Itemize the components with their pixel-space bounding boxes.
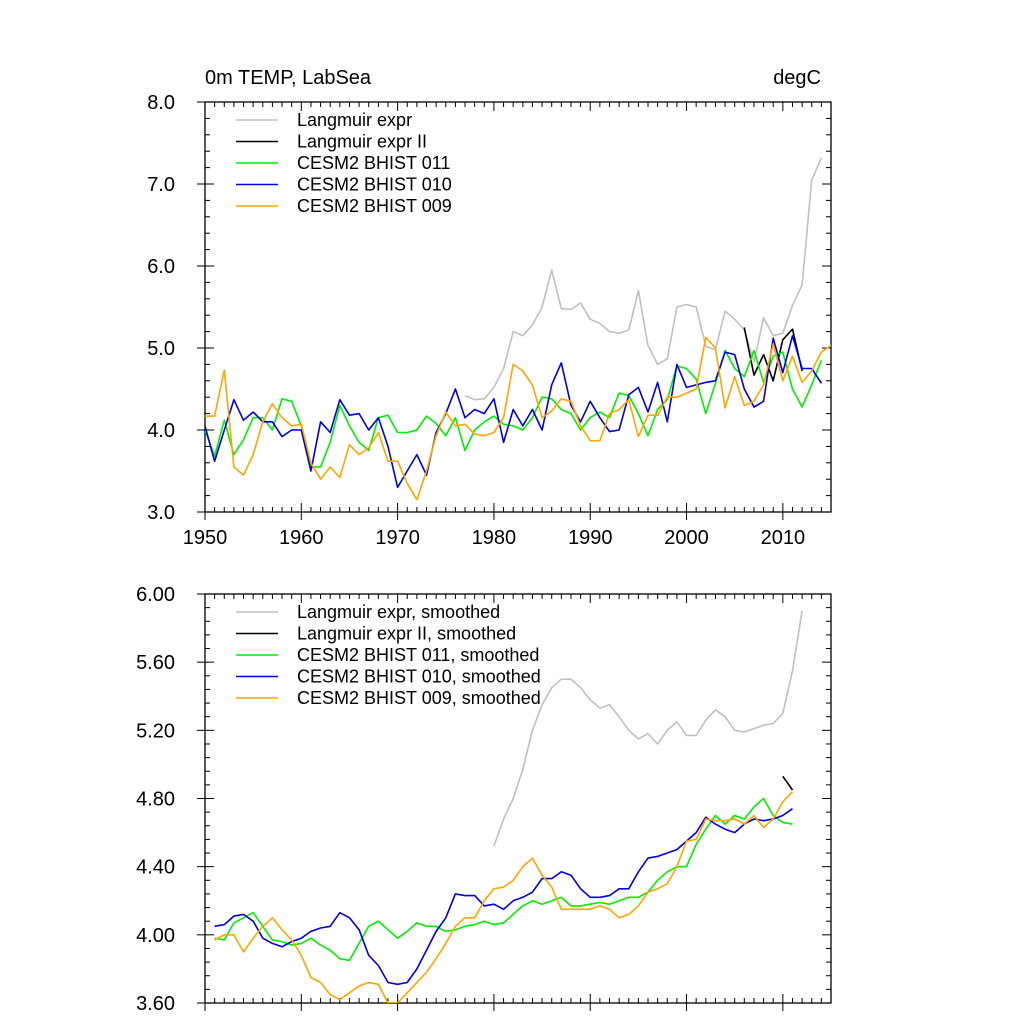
legend-label: CESM2 BHIST 011, smoothed <box>297 645 539 665</box>
bottom-panel: 3.60 4.00 4.40 4.80 5.20 5.60 6.00 Langmuir exp… <box>136 584 832 1015</box>
y-tick-label: 5.0 <box>147 338 175 360</box>
y-tick-label: 4.00 <box>136 925 175 947</box>
legend-label: Langmuir expr, smoothed <box>297 602 500 622</box>
legend-label: CESM2 BHIST 009 <box>297 196 452 216</box>
y-tick-label: 4.80 <box>136 789 175 811</box>
legend-label: CESM2 BHIST 010, smoothed <box>297 667 541 687</box>
top-panel: 1950 1960 1970 1980 1990 2000 2010 3.0 4.0 5.0 6.0… <box>147 92 832 549</box>
y-tick-label: 4.0 <box>147 420 175 442</box>
y-tick-label: 6.0 <box>147 256 175 278</box>
top-series-group <box>205 157 831 501</box>
y-tick-label: 5.60 <box>136 652 175 674</box>
x-tick-label: 1990 <box>568 527 613 549</box>
y-tick-label: 4.40 <box>136 857 175 879</box>
series-line-langmuir-expr <box>464 157 823 401</box>
legend-label: Langmuir expr <box>297 110 412 130</box>
x-tick-label: 1970 <box>375 527 420 549</box>
y-tick-label: 3.60 <box>136 993 175 1015</box>
chart-title: 0m TEMP, LabSea <box>205 67 372 89</box>
series-line-langmuir-expr-ii-smoothed <box>782 775 794 791</box>
series-line-cesm2-bhist-011-smoothed <box>214 797 793 962</box>
legend-label: CESM2 BHIST 009, smoothed <box>297 688 541 708</box>
bottom-x-axis <box>204 594 832 1011</box>
top-y-axis: 3.0 4.0 5.0 6.0 7.0 8.0 <box>147 92 831 524</box>
legend-label: Langmuir expr II, smoothed <box>297 624 516 644</box>
x-tick-label: 1950 <box>183 527 228 549</box>
bottom-series-group <box>214 610 803 1003</box>
x-tick-label: 1960 <box>279 527 324 549</box>
legend-label: CESM2 BHIST 011 <box>297 153 450 173</box>
legend-label: Langmuir expr II <box>297 132 427 152</box>
units-label: degC <box>773 67 821 89</box>
x-tick-label: 2010 <box>761 527 806 549</box>
x-tick-label: 2000 <box>664 527 709 549</box>
top-plot-frame <box>204 101 832 513</box>
y-tick-label: 6.00 <box>136 584 175 606</box>
x-tick-label: 1980 <box>472 527 517 549</box>
y-tick-label: 7.0 <box>147 174 175 196</box>
series-line-langmuir-expr-ii <box>743 327 803 382</box>
legend-label: CESM2 BHIST 010 <box>297 175 452 195</box>
y-tick-label: 8.0 <box>147 92 175 114</box>
series-line-cesm2-bhist-009-smoothed <box>214 791 794 1003</box>
bottom-y-axis: 3.60 4.00 4.40 4.80 5.20 5.60 6.00 <box>136 584 831 1015</box>
top-x-axis: 1950 1960 1970 1980 1990 2000 2010 <box>183 102 832 549</box>
series-line-cesm2-bhist-010-smoothed <box>214 808 793 986</box>
series-line-cesm2-bhist-009 <box>205 336 831 501</box>
y-tick-label: 5.20 <box>136 720 175 742</box>
y-tick-label: 3.0 <box>147 502 175 524</box>
series-line-langmuir-expr-smoothed <box>493 610 803 847</box>
